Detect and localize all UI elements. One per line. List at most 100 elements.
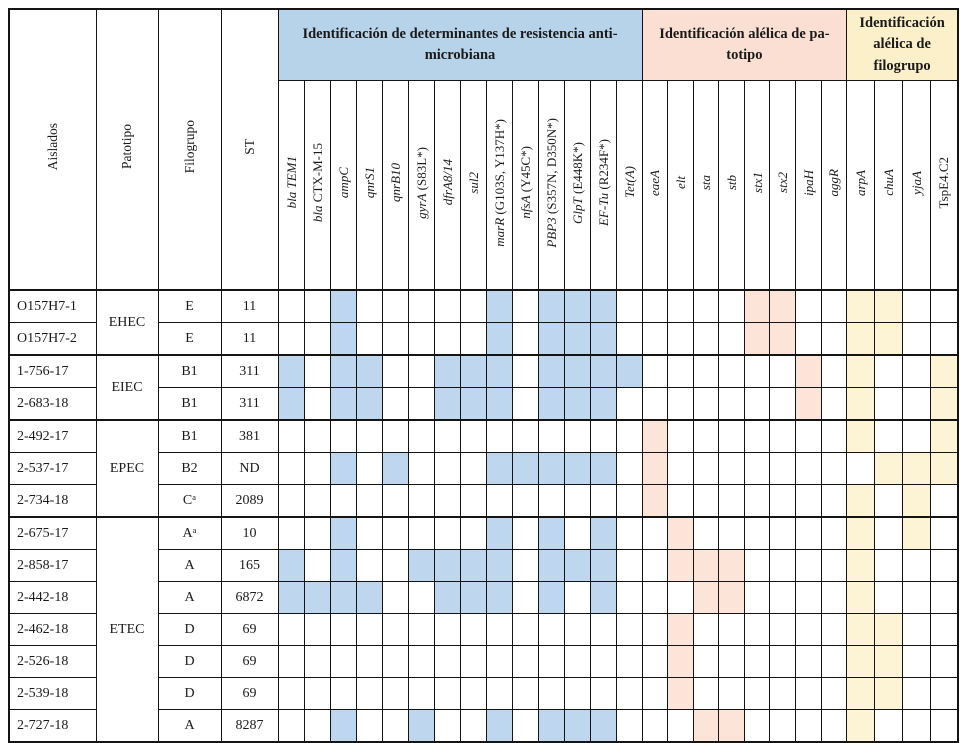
gene-header: Tet(A) xyxy=(615,80,643,291)
marker-cell xyxy=(537,322,565,356)
marker-cell xyxy=(485,452,513,485)
marker-cell xyxy=(929,677,959,710)
marker-cell xyxy=(407,677,435,710)
column-header-filogrupo-label: Filogrupo xyxy=(181,120,197,174)
marker-cell xyxy=(846,387,876,421)
marker-cell xyxy=(795,645,822,678)
marker-cell xyxy=(407,516,435,550)
gene-header: qnrS1 xyxy=(355,80,383,291)
marker-cell xyxy=(641,322,669,356)
marker-cell xyxy=(718,677,745,710)
marker-cell xyxy=(537,354,565,388)
marker-cell xyxy=(846,516,876,550)
marker-cell xyxy=(769,645,797,678)
marker-cell xyxy=(718,613,745,646)
st-cell: 381 xyxy=(220,419,279,453)
marker-cell xyxy=(589,581,617,614)
gene-header: stx2 xyxy=(769,80,797,291)
marker-cell xyxy=(511,677,539,710)
marker-cell xyxy=(381,613,409,646)
marker-cell xyxy=(433,581,461,614)
marker-cell xyxy=(407,387,435,421)
marker-cell xyxy=(874,613,903,646)
marker-cell xyxy=(846,322,876,356)
gene-header-label: EF-Tu (R234F*) xyxy=(595,138,611,227)
marker-cell xyxy=(485,581,513,614)
st-cell: 11 xyxy=(220,289,279,323)
marker-cell xyxy=(277,613,305,646)
marker-cell xyxy=(355,354,383,388)
marker-cell xyxy=(846,549,876,582)
marker-cell xyxy=(381,484,409,518)
marker-cell xyxy=(743,354,771,388)
marker-cell xyxy=(743,613,771,646)
marker-cell xyxy=(795,452,822,485)
marker-cell xyxy=(692,387,720,421)
gene-header: gyrA (S83L*) xyxy=(407,80,435,291)
filogrupo-cell: D xyxy=(157,645,222,678)
isolate-row: 2-675-17 ETEC Aᵃ 10 xyxy=(8,516,959,743)
marker-cell xyxy=(929,549,959,582)
marker-cell xyxy=(433,322,461,356)
marker-cell xyxy=(718,452,745,485)
marker-cell xyxy=(355,613,383,646)
marker-cell xyxy=(615,419,643,453)
marker-cell xyxy=(718,549,745,582)
gene-header: bla CTX-M-15 xyxy=(303,80,331,291)
marker-cell xyxy=(537,709,565,743)
st-cell: 8287 xyxy=(220,709,279,743)
marker-cell xyxy=(563,452,591,485)
marker-cell xyxy=(303,289,331,323)
marker-cell xyxy=(537,613,565,646)
marker-cell xyxy=(820,289,848,323)
marker-cell xyxy=(929,419,959,453)
marker-cell xyxy=(692,452,720,485)
marker-cell xyxy=(718,387,745,421)
marker-cell xyxy=(874,581,903,614)
aislado-cell: 2-734-18 xyxy=(8,484,97,518)
marker-cell xyxy=(329,484,357,518)
marker-cell xyxy=(929,516,959,550)
gene-header: stb xyxy=(718,80,745,291)
gene-header: aggR xyxy=(820,80,848,291)
marker-cell xyxy=(874,419,903,453)
marker-cell xyxy=(589,709,617,743)
marker-cell xyxy=(511,613,539,646)
marker-cell xyxy=(407,613,435,646)
marker-cell xyxy=(381,516,409,550)
marker-cell xyxy=(485,322,513,356)
marker-cell xyxy=(769,322,797,356)
marker-cell xyxy=(381,709,409,743)
marker-cell xyxy=(381,581,409,614)
marker-cell xyxy=(769,387,797,421)
marker-cell xyxy=(537,387,565,421)
marker-cell xyxy=(485,516,513,550)
marker-cell xyxy=(820,645,848,678)
marker-cell xyxy=(692,354,720,388)
marker-cell xyxy=(589,419,617,453)
marker-cell xyxy=(929,484,959,518)
gene-header-label: yjaA xyxy=(908,170,924,195)
st-cell: 11 xyxy=(220,322,279,356)
gene-header: arpA xyxy=(846,80,876,291)
marker-cell xyxy=(692,613,720,646)
marker-cell xyxy=(820,452,848,485)
marker-cell xyxy=(929,613,959,646)
filogrupo-cell: D xyxy=(157,677,222,710)
marker-cell xyxy=(901,581,931,614)
marker-cell xyxy=(459,322,487,356)
marker-cell xyxy=(381,322,409,356)
marker-cell xyxy=(615,709,643,743)
marker-cell xyxy=(433,613,461,646)
marker-cell xyxy=(769,709,797,743)
marker-cell xyxy=(485,354,513,388)
marker-cell xyxy=(820,387,848,421)
marker-cell xyxy=(795,289,822,323)
marker-cell xyxy=(667,387,694,421)
marker-cell xyxy=(303,581,331,614)
marker-cell xyxy=(381,289,409,323)
marker-cell xyxy=(692,549,720,582)
marker-cell xyxy=(846,645,876,678)
aislado-cell: 2-526-18 xyxy=(8,645,97,678)
marker-cell xyxy=(537,289,565,323)
